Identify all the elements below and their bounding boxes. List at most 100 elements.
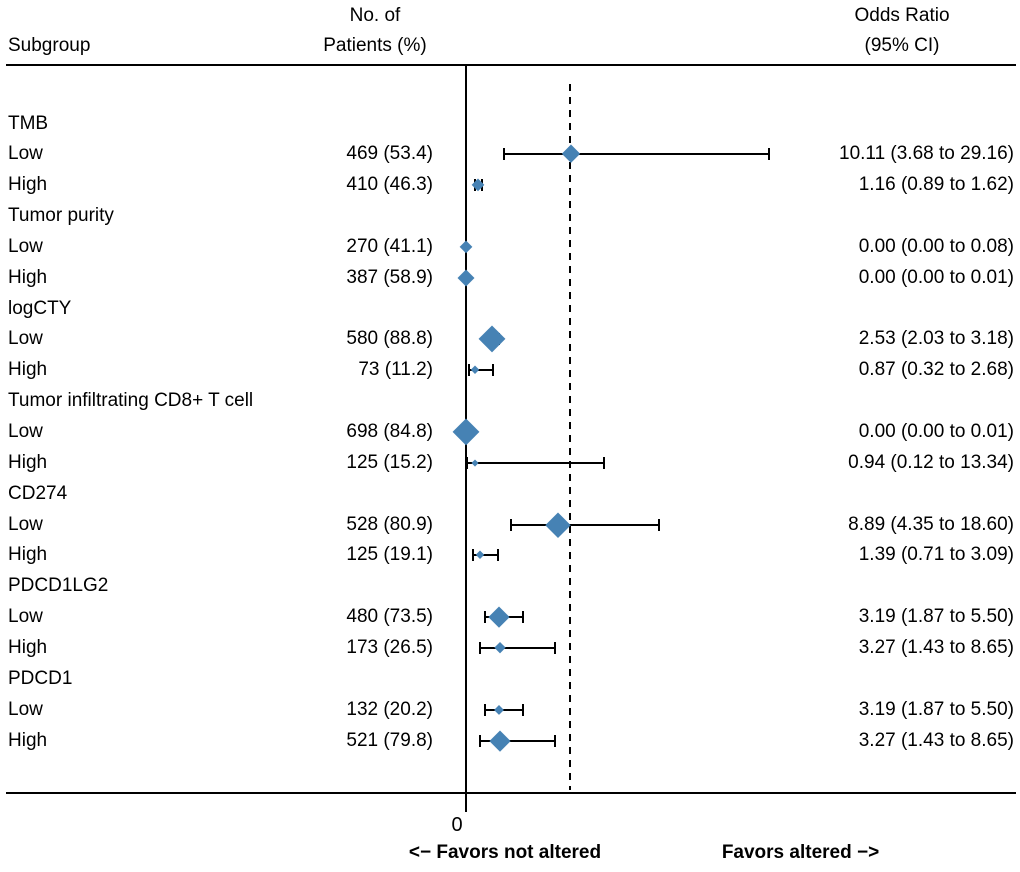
or-ci-text: 0.94 (0.12 to 13.34): [848, 451, 1014, 473]
forest-item-row: High 521 (79.8) 3.27 (1.43 to 8.65): [0, 725, 1020, 756]
ci-cap-high: [496, 549, 499, 562]
odds-ratio-diamond: [488, 606, 510, 628]
forest-item-row: Low 132 (20.2) 3.19 (1.87 to 5.50): [0, 694, 1020, 725]
forest-item-row: High 410 (46.3) 1.16 (0.89 to 1.62): [0, 170, 1020, 201]
patients-count: 173 (26.5): [346, 636, 433, 658]
subgroup-name: PDCD1LG2: [8, 575, 109, 597]
item-label: Low: [8, 698, 43, 720]
subgroup-header-row: Tumor purity: [0, 201, 1020, 232]
patients-count: 125 (19.1): [346, 544, 433, 566]
subgroup-header-row: logCTY: [0, 293, 1020, 324]
forest-item-row: High 173 (26.5) 3.27 (1.43 to 8.65): [0, 632, 1020, 663]
or-ci-text: 3.27 (1.43 to 8.65): [858, 729, 1014, 751]
favors-altered-label: Favors altered −>: [721, 842, 880, 863]
item-label: Low: [8, 513, 43, 535]
ci-cap-high: [603, 456, 606, 469]
item-label: High: [8, 266, 48, 288]
ci-cap-low: [465, 456, 468, 469]
odds-ratio-diamond: [478, 325, 506, 353]
item-label: Low: [8, 143, 43, 165]
patients-count: 528 (80.9): [346, 513, 433, 535]
item-label: High: [8, 544, 48, 566]
forest-item-row: High 73 (11.2) 0.87 (0.32 to 2.68): [0, 355, 1020, 386]
forest-item-row: Low 480 (73.5) 3.19 (1.87 to 5.50): [0, 602, 1020, 633]
item-label: High: [8, 729, 48, 751]
or-ci-text: 0.00 (0.00 to 0.01): [858, 421, 1014, 442]
odds-ratio-diamond: [561, 144, 581, 164]
column-header-patients-line2: Patients (%): [323, 35, 427, 56]
item-label: High: [8, 359, 48, 381]
ci-cap-high: [767, 148, 770, 161]
forest-item-row: Low 528 (80.9) 8.89 (4.35 to 18.60): [0, 509, 1020, 540]
patients-count: 410 (46.3): [346, 174, 433, 196]
or-ci-text: 0.00 (0.00 to 0.01): [858, 266, 1014, 288]
axis-tick-label-zero: 0: [451, 814, 463, 836]
ci-cap-high: [554, 734, 557, 747]
subgroup-name: CD274: [8, 482, 68, 504]
header-rule: [6, 64, 1016, 66]
ci-cap-low: [483, 703, 486, 716]
forest-item-row: Low 469 (53.4) 10.11 (3.68 to 29.16): [0, 139, 1020, 170]
forest-item-row: High 125 (15.2) 0.94 (0.12 to 13.34): [0, 447, 1020, 478]
column-header-odds-ratio-line2: (95% CI): [864, 35, 940, 56]
ci-cap-low: [479, 641, 482, 654]
patients-count: 125 (15.2): [346, 451, 433, 473]
forest-item-row: High 387 (58.9) 0.00 (0.00 to 0.01): [0, 262, 1020, 293]
forest-item-row: Low 270 (41.1) 0.00 (0.00 to 0.08): [0, 231, 1020, 262]
subgroup-name: PDCD1: [8, 667, 73, 689]
patients-count: 480 (73.5): [346, 606, 433, 628]
forest-item-row: Low 698 (84.8) 0.00 (0.00 to 0.01): [0, 417, 1020, 448]
axis-rule: [6, 792, 1016, 794]
odds-ratio-diamond: [475, 550, 485, 560]
patients-count: 698 (84.8): [346, 421, 433, 442]
subgroup-header-row: PDCD1LG2: [0, 571, 1020, 602]
ci-cap-high: [492, 364, 495, 377]
ci-cap-high: [521, 611, 524, 624]
odds-ratio-diamond: [545, 512, 571, 538]
item-label: Low: [8, 606, 43, 628]
patients-count: 469 (53.4): [346, 143, 433, 165]
odds-ratio-diamond: [451, 418, 480, 446]
ci-bar: [466, 461, 605, 464]
ci-cap-high: [521, 703, 524, 716]
odds-ratio-diamond: [457, 269, 474, 287]
patients-count: 580 (88.8): [346, 328, 433, 350]
ci-bar: [480, 739, 556, 742]
ci-bar: [484, 708, 523, 711]
ci-cap-low: [502, 148, 505, 161]
odds-ratio-diamond: [489, 730, 510, 751]
subgroup-name: Tumor infiltrating CD8+ T cell: [8, 390, 254, 412]
odds-ratio-diamond: [471, 459, 479, 467]
patients-count: 521 (79.8): [346, 729, 433, 751]
or-ci-text: 3.27 (1.43 to 8.65): [858, 636, 1014, 658]
odds-ratio-diamond: [470, 365, 480, 375]
ci-cap-high: [554, 641, 557, 654]
or-ci-text: 3.19 (1.87 to 5.50): [858, 606, 1014, 628]
odds-ratio-diamond: [459, 240, 472, 254]
subgroup-name: TMB: [8, 112, 49, 134]
item-label: Low: [8, 421, 43, 442]
odds-ratio-diamond: [493, 704, 504, 715]
ci-cap-low: [467, 364, 470, 377]
odds-ratio-diamond: [493, 641, 506, 654]
ci-bar: [510, 523, 659, 526]
subgroup-header-row: Tumor infiltrating CD8+ T cell: [0, 386, 1020, 417]
or-ci-text: 1.16 (0.89 to 1.62): [858, 174, 1014, 196]
forest-item-row: Low 580 (88.8) 2.53 (2.03 to 3.18): [0, 324, 1020, 355]
ci-bar: [480, 646, 556, 649]
ci-cap-low: [509, 518, 512, 531]
column-header-subgroup: Subgroup: [8, 35, 91, 56]
or-ci-text: 8.89 (4.35 to 18.60): [848, 513, 1014, 535]
subgroup-header-row: PDCD1: [0, 663, 1020, 694]
or-ci-text: 10.11 (3.68 to 29.16): [839, 143, 1014, 165]
subgroup-header-row: CD274: [0, 478, 1020, 509]
ci-cap-high: [657, 518, 660, 531]
subgroup-header-row: TMB: [0, 108, 1020, 139]
favors-not-altered-label: <− Favors not altered: [408, 842, 602, 863]
or-ci-text: 0.00 (0.00 to 0.08): [858, 235, 1014, 257]
item-label: High: [8, 174, 48, 196]
patients-count: 132 (20.2): [346, 698, 433, 720]
or-ci-text: 0.87 (0.32 to 2.68): [858, 359, 1014, 381]
subgroup-name: Tumor purity: [8, 205, 114, 227]
